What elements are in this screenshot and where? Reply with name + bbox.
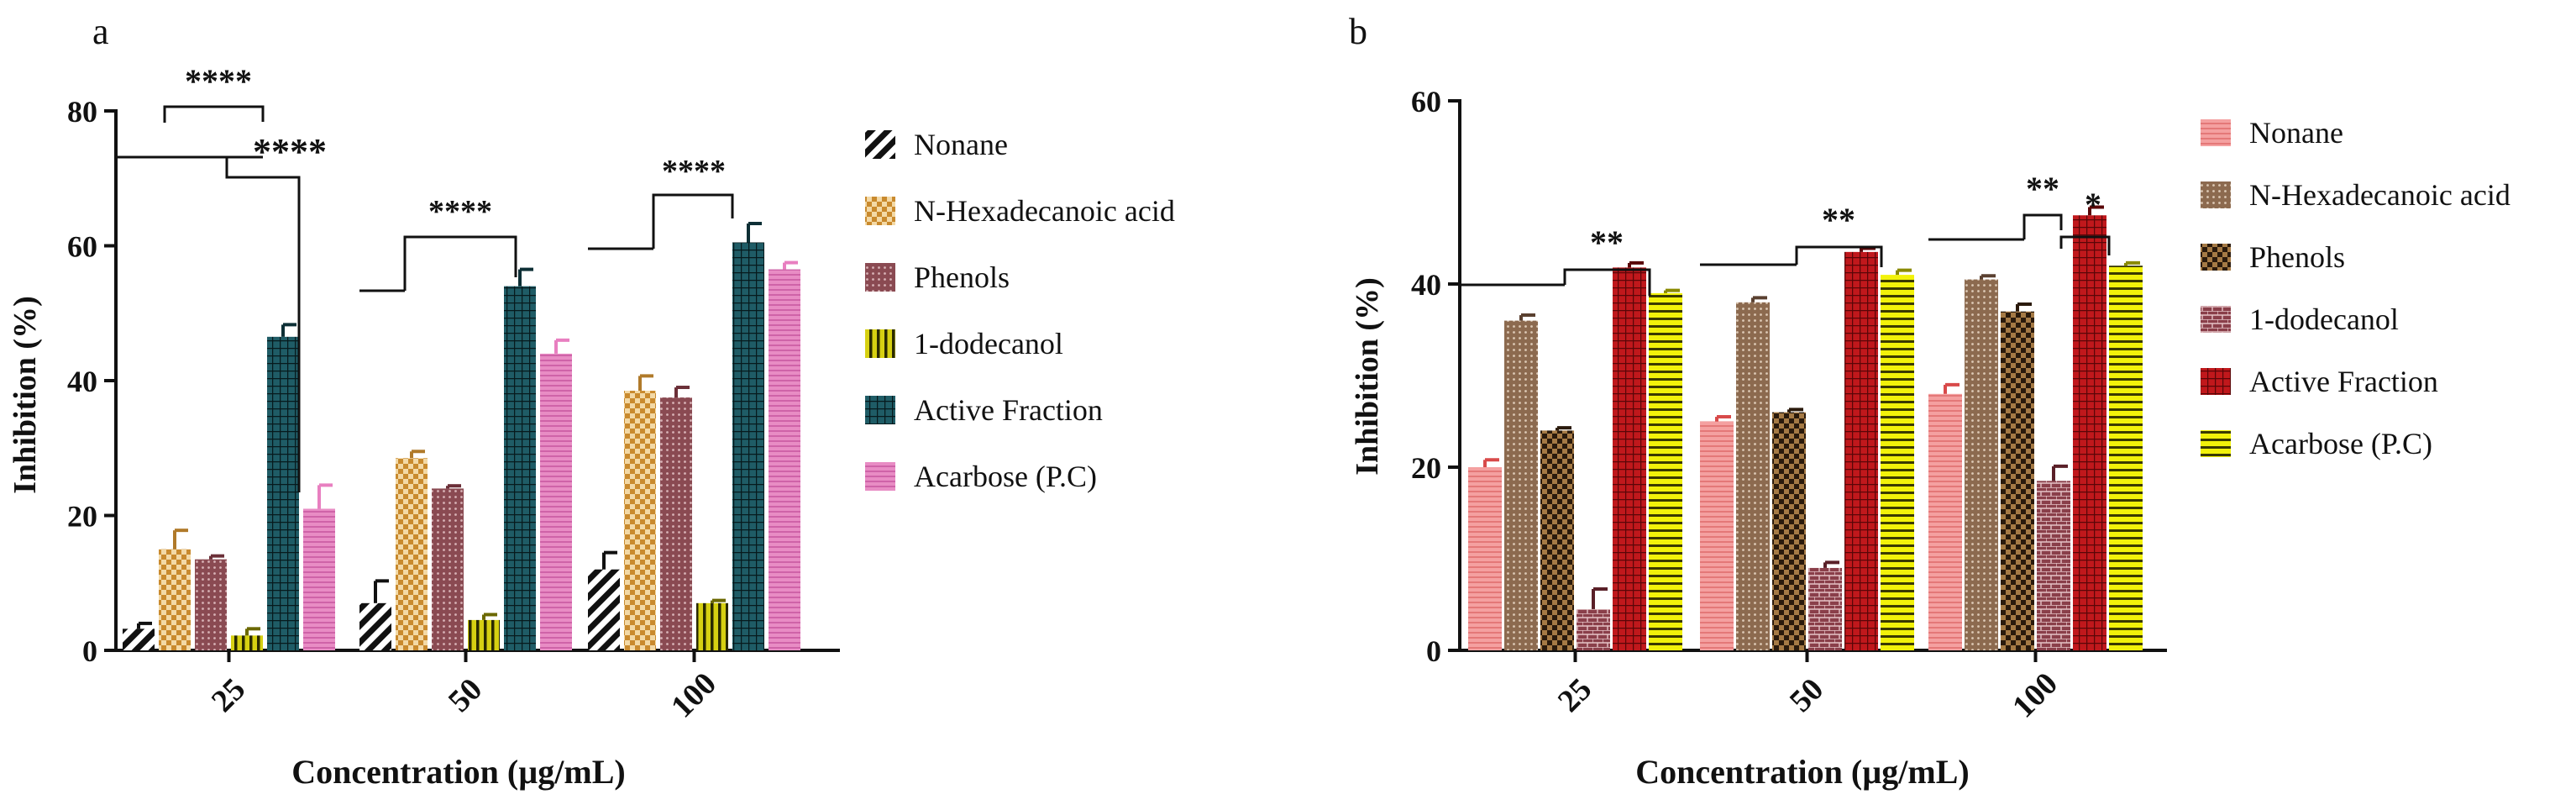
bar-active-fraction-25 <box>267 336 299 650</box>
legend-swatch <box>865 396 895 424</box>
y-tick-label: 60 <box>1411 85 1441 118</box>
significance-bracket <box>2023 213 2063 239</box>
bar-acarbose-p-c--25 <box>1649 292 1682 650</box>
legend-swatch <box>2201 430 2231 457</box>
bar-acarbose-p-c--100 <box>769 269 800 650</box>
x-axis-title: Concentration (µg/mL) <box>291 753 625 791</box>
significance-label: **** <box>185 62 252 100</box>
bar-active-fraction-25 <box>1613 267 1646 650</box>
legend-label: N-Hexadecanoic acid <box>914 194 1175 228</box>
bar-phenols-50 <box>1772 412 1806 650</box>
y-axis-title: Inhibition (%) <box>1350 277 1385 475</box>
significance-label: **** <box>662 154 726 189</box>
bar-phenols-100 <box>2001 311 2034 650</box>
significance-label: **** <box>428 194 492 229</box>
x-tick-label: 50 <box>442 671 490 719</box>
significance-bracket <box>652 193 734 249</box>
bar-nonane-100 <box>1928 393 1962 650</box>
bar-n-hexadecanoic-acid-100 <box>1965 279 1998 650</box>
bar-1-dodecanol-100 <box>2037 481 2070 650</box>
significance-label: ** <box>2026 170 2059 208</box>
legend-label: 1-dodecanol <box>2249 302 2399 336</box>
bar-nonane-25 <box>1468 467 1502 650</box>
significance-label: * <box>2085 186 2101 224</box>
significance-bracket <box>163 105 265 123</box>
legend-label: Active Fraction <box>914 393 1103 427</box>
bar-active-fraction-100 <box>2073 215 2106 650</box>
legend-swatch <box>2201 244 2231 271</box>
x-tick-label: 25 <box>205 671 253 719</box>
legend-swatch <box>865 329 895 358</box>
bar-1-dodecanol-50 <box>468 619 500 650</box>
bar-n-hexadecanoic-acid-50 <box>1736 302 1770 650</box>
y-tick-label: 20 <box>67 500 97 534</box>
legend-swatch <box>865 197 895 225</box>
y-tick-label: 0 <box>1426 634 1441 668</box>
bar-active-fraction-100 <box>732 242 764 650</box>
legend-swatch <box>865 462 895 491</box>
x-tick-label: 25 <box>1551 671 1599 719</box>
legend-swatch <box>865 130 895 159</box>
x-tick-label: 50 <box>1783 671 1831 719</box>
panel-a: a 0 20 40 60 80 25 50 100 Inhibition (%) Concentra… <box>8 11 1175 791</box>
y-tick-label: 20 <box>1411 451 1441 485</box>
y-tick-label: 60 <box>67 230 97 264</box>
significance-label: **** <box>253 131 327 172</box>
bar-acarbose-p-c--50 <box>1881 275 1914 650</box>
y-tick-label: 40 <box>1411 268 1441 302</box>
legend-label: Active Fraction <box>2249 365 2438 398</box>
legend-swatch <box>2201 119 2231 146</box>
bar-phenols-100 <box>660 397 692 650</box>
bar-phenols-50 <box>432 488 464 650</box>
bar-phenols-25 <box>195 559 227 650</box>
legend-label: Nonane <box>2249 116 2343 150</box>
bar-n-hexadecanoic-acid-100 <box>624 391 656 650</box>
legend-label: N-Hexadecanoic acid <box>2249 178 2510 212</box>
bar-n-hexadecanoic-acid-25 <box>1504 320 1538 650</box>
panel-b: b 0 20 40 60 25 50 100 Inhibition (%) Concentrati… <box>1349 11 2510 791</box>
x-tick-label: 100 <box>664 666 723 725</box>
y-tick-label: 80 <box>67 95 97 129</box>
bar-n-hexadecanoic-acid-25 <box>159 549 191 650</box>
legend-label: Acarbose (P.C) <box>2249 427 2432 460</box>
legend-label: Phenols <box>914 260 1010 294</box>
bar-acarbose-p-c--50 <box>540 353 572 650</box>
legend-swatch <box>2201 181 2231 208</box>
significance-label: ** <box>1822 201 1855 239</box>
legend-label: Acarbose (P.C) <box>914 460 1097 493</box>
bar-nonane-25 <box>123 629 155 650</box>
y-axis-title: Inhibition (%) <box>8 296 43 493</box>
panel-label: a <box>92 11 109 52</box>
legend-swatch <box>865 263 895 292</box>
bar-1-dodecanol-100 <box>696 602 728 650</box>
y-tick-label: 40 <box>67 365 97 398</box>
significance-label: ** <box>1590 224 1624 261</box>
legend-label: Phenols <box>2249 240 2345 274</box>
bar-nonane-50 <box>1700 421 1734 650</box>
bar-acarbose-p-c--100 <box>2109 266 2143 650</box>
significance-bracket <box>403 235 517 291</box>
x-tick-label: 100 <box>2006 666 2064 725</box>
bar-nonane-100 <box>588 569 620 650</box>
bar-phenols-25 <box>1540 430 1574 650</box>
bar-active-fraction-50 <box>504 286 536 650</box>
x-axis-title: Concentration (µg/mL) <box>1635 753 1969 791</box>
legend-label: 1-dodecanol <box>914 327 1063 360</box>
legend-label: Nonane <box>914 128 1008 161</box>
bar-nonane-50 <box>359 602 391 650</box>
bar-active-fraction-50 <box>1844 251 1878 650</box>
panel-label: b <box>1349 11 1367 52</box>
bar-1-dodecanol-50 <box>1808 567 1842 650</box>
y-tick-label: 0 <box>82 634 97 668</box>
legend-swatch <box>2201 368 2231 395</box>
bar-1-dodecanol-25 <box>231 635 263 650</box>
bar-n-hexadecanoic-acid-50 <box>396 458 428 650</box>
bar-1-dodecanol-25 <box>1577 608 1610 650</box>
legend-swatch <box>2201 306 2231 333</box>
bar-acarbose-p-c--25 <box>303 508 335 650</box>
